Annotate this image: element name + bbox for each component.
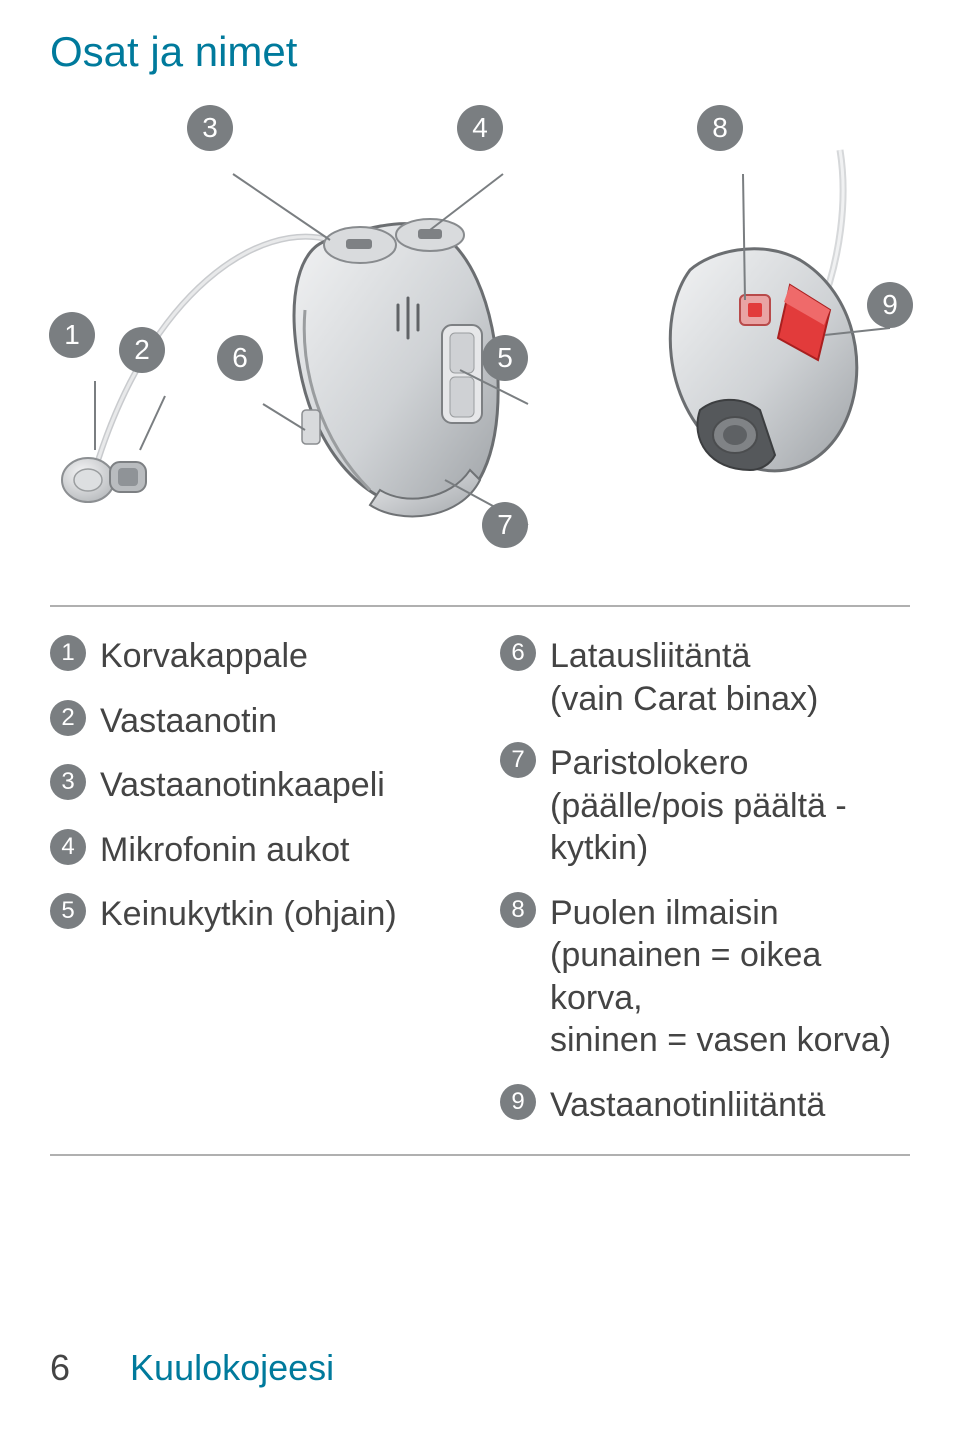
legend-text-7: Paristolokero(päälle/pois päältä -kytkin… — [550, 742, 910, 870]
legend-text-8: Puolen ilmaisin(punainen = oikea korva,s… — [550, 892, 910, 1062]
legend-badge-7: 7 — [500, 742, 536, 778]
footer-section-label: Kuulokojeesi — [130, 1347, 334, 1389]
legend-left-column: 1 Korvakappale 2 Vastaanotin 3 Vastaanotinkaa… — [50, 635, 460, 1126]
diagram-callout-2: 2 — [119, 327, 165, 373]
legend-badge-8: 8 — [500, 892, 536, 928]
legend-text-9: Vastaanotinliitäntä — [550, 1084, 825, 1127]
legend-item-7: 7 Paristolokero(päälle/pois päältä -kytki… — [500, 742, 910, 870]
legend-item-5: 5 Keinukytkin (ohjain) — [50, 893, 460, 936]
diagram-callout-1: 1 — [49, 312, 95, 358]
legend-badge-6: 6 — [500, 635, 536, 671]
legend-item-2: 2 Vastaanotin — [50, 700, 460, 743]
legend-text-3: Vastaanotinkaapeli — [100, 764, 385, 807]
diagram-callout-4: 4 — [457, 105, 503, 151]
page-number: 6 — [50, 1347, 70, 1389]
legend-item-6: 6 Latausliitäntä(vain Carat binax) — [500, 635, 910, 720]
diagram-callout-9: 9 — [867, 282, 913, 328]
legend-text-5: Keinukytkin (ohjain) — [100, 893, 397, 936]
legend-item-9: 9 Vastaanotinliitäntä — [500, 1084, 910, 1127]
legend-item-3: 3 Vastaanotinkaapeli — [50, 764, 460, 807]
diagram-callout-7: 7 — [482, 502, 528, 548]
legend-text-1: Korvakappale — [100, 635, 308, 678]
page-title: Osat ja nimet — [50, 28, 297, 76]
legend-text-6: Latausliitäntä(vain Carat binax) — [550, 635, 818, 720]
legend-text-2: Vastaanotin — [100, 700, 277, 743]
page: Osat ja nimet — [0, 0, 960, 1429]
legend-right-column: 6 Latausliitäntä(vain Carat binax) 7 Parist… — [500, 635, 910, 1126]
diagram-callout-5: 5 — [482, 335, 528, 381]
legend-item-8: 8 Puolen ilmaisin(punainen = oikea korva,… — [500, 892, 910, 1062]
diagram-area: 348126597 — [0, 110, 960, 580]
legend-badge-1: 1 — [50, 635, 86, 671]
legend-badge-4: 4 — [50, 829, 86, 865]
diagram-callout-8: 8 — [697, 105, 743, 151]
page-footer: 6 Kuulokojeesi — [50, 1347, 334, 1389]
legend-badge-9: 9 — [500, 1084, 536, 1120]
diagram-callout-6: 6 — [217, 335, 263, 381]
legend-text-4: Mikrofonin aukot — [100, 829, 349, 872]
legend-item-4: 4 Mikrofonin aukot — [50, 829, 460, 872]
legend-item-1: 1 Korvakappale — [50, 635, 460, 678]
legend-badge-2: 2 — [50, 700, 86, 736]
legend-lists: 1 Korvakappale 2 Vastaanotin 3 Vastaanotinkaa… — [50, 605, 910, 1156]
diagram-callout-3: 3 — [187, 105, 233, 151]
legend-badge-5: 5 — [50, 893, 86, 929]
legend-badge-3: 3 — [50, 764, 86, 800]
